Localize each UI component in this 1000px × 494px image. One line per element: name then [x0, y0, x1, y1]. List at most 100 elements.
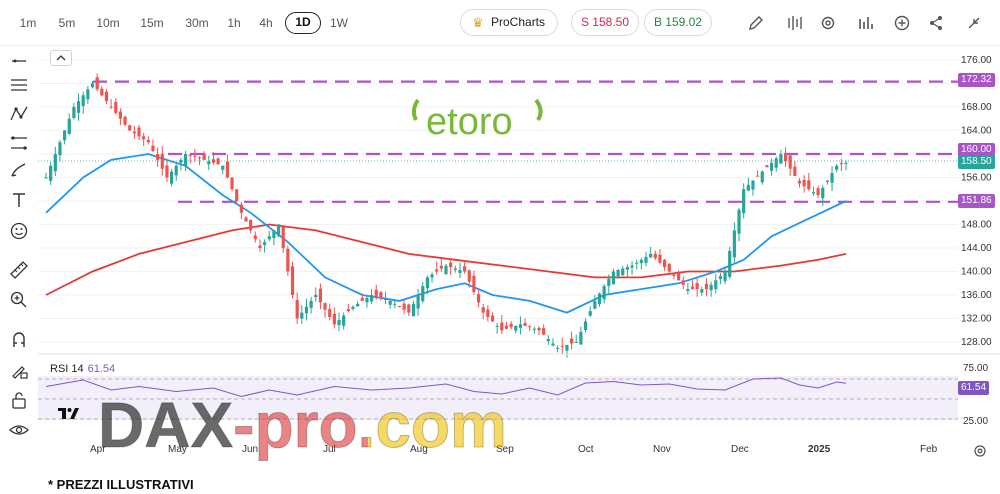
lock-drawing-icon[interactable] [8, 359, 30, 381]
pencil-icon[interactable] [746, 13, 766, 33]
timeframe-4h[interactable]: 4h [259, 16, 273, 30]
candle-body [583, 321, 588, 331]
timeframe-1w[interactable]: 1W [330, 16, 348, 30]
candle [123, 115, 127, 127]
share-icon[interactable] [926, 13, 946, 33]
candle [504, 321, 509, 330]
candle [639, 257, 643, 270]
candle [342, 312, 346, 330]
rsi-tick-label: 25.00 [963, 416, 988, 427]
candle [518, 316, 523, 335]
timeframe-1m[interactable]: 1m [19, 16, 37, 30]
candle-body [774, 158, 778, 168]
logo-text: etoro [426, 101, 513, 143]
candle-body [393, 303, 397, 305]
timeframe-1h[interactable]: 1h [227, 16, 241, 30]
candle [90, 81, 95, 89]
candle [407, 303, 411, 316]
watermark: DAX-pro.com [98, 389, 508, 462]
candle [276, 223, 281, 238]
compare-icon[interactable] [856, 13, 876, 33]
candle [737, 207, 741, 242]
candle [728, 246, 732, 279]
candle-body [439, 265, 443, 269]
candle-body [295, 299, 299, 319]
candle [593, 295, 597, 309]
candle [197, 156, 202, 165]
candle-body [356, 303, 360, 307]
brush-icon[interactable] [8, 159, 30, 181]
price-tick-label: 128.00 [961, 337, 992, 348]
collapse-icon[interactable] [964, 13, 984, 33]
price-tick-label: 140.00 [961, 267, 992, 278]
ruler-icon[interactable] [8, 259, 30, 281]
eye-icon[interactable] [8, 419, 30, 441]
level-tag-resistance: 160.00 [958, 143, 995, 157]
candle [765, 165, 769, 168]
chart-settings-icon[interactable] [972, 443, 988, 459]
candle [760, 170, 764, 185]
candle [109, 98, 113, 109]
candle [72, 102, 76, 120]
candle [672, 274, 676, 280]
lock-icon[interactable] [8, 389, 30, 411]
footnote: * PREZZI ILLUSTRATIVI [48, 477, 194, 492]
candle [602, 284, 606, 304]
candle [514, 325, 518, 334]
pattern-icon[interactable] [8, 103, 30, 125]
rsi-line [45, 377, 847, 398]
timeframe-1d[interactable]: 1D [285, 12, 321, 34]
measure-tools-icon[interactable] [8, 132, 30, 154]
candle-body [621, 268, 625, 276]
time-tick-label: Jun [242, 444, 258, 455]
timeframe-30m[interactable]: 30m [185, 16, 209, 30]
buy-button[interactable]: B 159.02 [644, 9, 712, 36]
price-tick-label: 148.00 [961, 220, 992, 231]
candle-body [779, 154, 783, 164]
candle [356, 301, 360, 307]
price-chart[interactable]: etoro 176.00172.00168.00164.00160.00156.… [38, 46, 1000, 466]
candle [290, 261, 295, 299]
text-icon[interactable] [8, 189, 30, 211]
candle-body [811, 192, 816, 194]
collapse-pane-button[interactable] [50, 50, 72, 66]
candle-body [453, 268, 457, 270]
settings-icon[interactable] [818, 13, 838, 33]
candle-body [365, 297, 369, 303]
rsi-name: RSI 14 [50, 363, 84, 375]
candle-body [728, 250, 732, 277]
add-icon[interactable] [892, 13, 912, 33]
candle-body [379, 292, 383, 298]
candle-body [197, 157, 202, 159]
candle-body [816, 188, 820, 196]
candle [681, 276, 685, 290]
trendline-icon[interactable] [8, 74, 30, 96]
candle-body [169, 171, 174, 184]
candle-body [700, 289, 704, 293]
candle-body [588, 311, 592, 316]
candle-body [514, 325, 518, 331]
procharts-button[interactable]: ♛ ProCharts [460, 9, 558, 36]
candle-body [481, 307, 485, 313]
zoom-in-icon[interactable] [8, 289, 30, 311]
candle [490, 312, 495, 323]
magnet-icon[interactable] [8, 329, 30, 351]
sell-button[interactable]: S 158.50 [571, 9, 639, 36]
candle [267, 230, 271, 242]
timeframe-10m[interactable]: 10m [96, 16, 120, 30]
time-tick-label: 2025 [808, 444, 831, 455]
candle [174, 162, 178, 181]
candle-body [267, 236, 271, 240]
crosshair-icon[interactable] [8, 50, 30, 72]
emoji-icon[interactable] [8, 220, 30, 242]
timeframe-5m[interactable]: 5m [58, 16, 76, 30]
price-tick-label: 168.00 [961, 102, 992, 113]
candle [583, 318, 588, 333]
candle-body [556, 347, 560, 349]
candle [151, 139, 155, 153]
candle-body [44, 177, 48, 179]
timeframe-15m[interactable]: 15m [140, 16, 164, 30]
candle-body [835, 165, 839, 170]
candle-body [695, 283, 699, 290]
indicators-icon[interactable] [785, 13, 805, 33]
